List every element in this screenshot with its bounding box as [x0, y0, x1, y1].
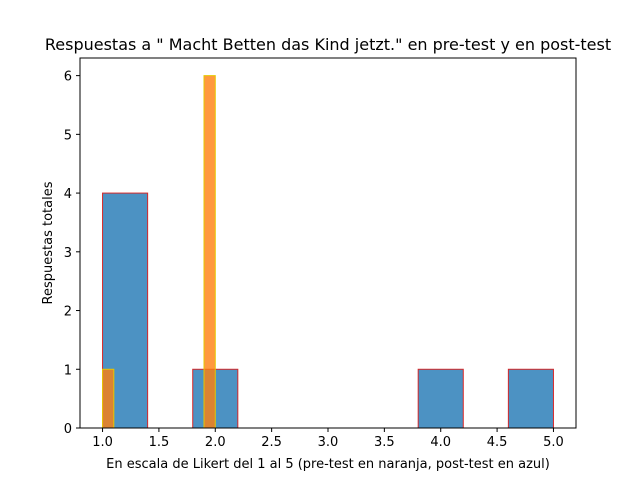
x-tick-label-6: 3.5 [374, 435, 395, 450]
x-axis-ticks: 1.0 1.5 2.0 2.5 3.0 3.5 4.0 4.5 5.0 [92, 428, 564, 450]
plot-frame [79, 57, 577, 429]
x-tick-label-4: 2.5 [261, 435, 282, 450]
y-tick-label-5: 4 [64, 187, 72, 202]
x-tick-label-7: 4.0 [430, 435, 451, 450]
y-tick-label-4: 3 [64, 246, 72, 261]
histogram-bar-series-1-bin-8 [417, 368, 464, 429]
chart-title: Respuestas a " Macht Betten das Kind jet… [45, 35, 611, 54]
y-tick-label-6: 5 [64, 128, 72, 143]
y-axis-ticks: 0 1 2 3 4 5 6 [64, 70, 80, 437]
histogram-bar-series-2-bin-10 [203, 75, 216, 429]
histogram-bar-series-1-bin-10 [507, 368, 554, 429]
histogram-bar-series-2-bin-1 [102, 368, 115, 429]
x-axis-label: En escala de Likert del 1 al 5 (pre-test… [106, 457, 550, 472]
bars-layer [102, 75, 554, 429]
y-axis-label: Respuestas totales [41, 181, 56, 304]
y-tick-label-2: 1 [64, 363, 72, 378]
y-tick-label-3: 2 [64, 305, 72, 320]
x-tick-label-8: 4.5 [487, 435, 508, 450]
x-tick-label-3: 2.0 [205, 435, 226, 450]
x-tick-label-9: 5.0 [543, 435, 564, 450]
y-tick-label-7: 6 [64, 70, 72, 85]
x-tick-label-2: 1.5 [149, 435, 170, 450]
x-tick-label-1: 1.0 [92, 435, 113, 450]
y-tick-label-1: 0 [64, 422, 72, 437]
x-tick-label-5: 3.0 [318, 435, 339, 450]
